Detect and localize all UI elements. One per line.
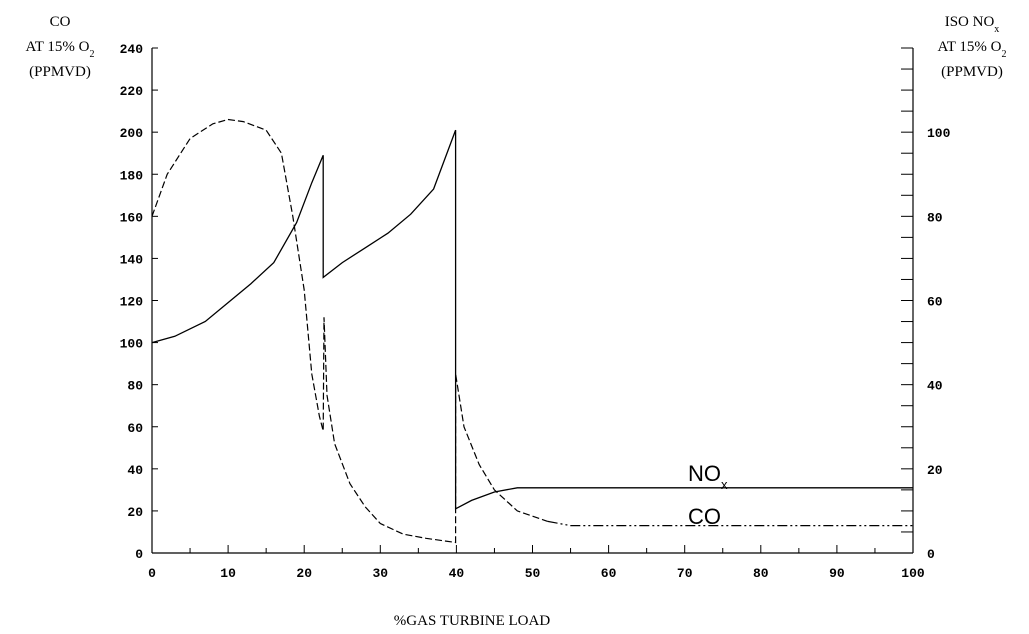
- x-tick-label: 40: [449, 566, 465, 581]
- left-axis-title-line-3: (PPMVD): [29, 64, 91, 80]
- series-layer: [151, 118, 913, 544]
- nox-series-label: NOx: [688, 461, 728, 492]
- x-tick-label: 100: [901, 566, 925, 581]
- left-tick-label: 20: [127, 505, 143, 520]
- right-tick-label: 60: [927, 295, 943, 310]
- left-axis-ticks: 0 20 40 60 80 100 120 140 160 180 200 220 240: [120, 42, 158, 562]
- right-tick-label: 0: [927, 547, 935, 562]
- co-series-line-tail: [547, 520, 913, 527]
- x-axis-title: %GAS TURBINE LOAD: [394, 613, 551, 629]
- right-axis-title-line-3: (PPMVD): [941, 64, 1003, 80]
- x-tick-label: 10: [220, 566, 236, 581]
- x-tick-label: 70: [677, 566, 693, 581]
- left-tick-label: 140: [120, 252, 144, 267]
- right-tick-label: 40: [927, 379, 943, 394]
- right-tick-label: 20: [927, 463, 943, 478]
- x-tick-label: 50: [525, 566, 541, 581]
- x-tick-label: 20: [296, 566, 312, 581]
- left-tick-label: 200: [120, 126, 144, 141]
- nox-series-line: [151, 129, 913, 510]
- left-tick-label: 80: [127, 379, 143, 394]
- right-axis-title-line-1: ISO NOx: [945, 14, 1000, 35]
- left-tick-label: 220: [120, 84, 144, 99]
- left-axis-title-line-1: CO: [50, 14, 71, 30]
- co-series-label: CO: [688, 504, 721, 529]
- left-tick-label: 0: [135, 547, 143, 562]
- left-tick-label: 60: [127, 421, 143, 436]
- x-axis-ticks: 0 10 20 30 40 50 60 70 80 90 100: [148, 545, 925, 581]
- x-tick-label: 30: [372, 566, 388, 581]
- left-tick-label: 240: [120, 42, 144, 57]
- left-axis-title-line-2: AT 15% O2: [26, 39, 95, 60]
- left-tick-label: 120: [120, 295, 144, 310]
- right-tick-label: 80: [927, 210, 943, 225]
- x-tick-label: 0: [148, 566, 156, 581]
- x-tick-label: 80: [753, 566, 769, 581]
- left-tick-label: 40: [127, 463, 143, 478]
- right-axis-title-line-2: AT 15% O2: [938, 39, 1007, 60]
- left-tick-label: 180: [120, 168, 144, 183]
- right-tick-label: 100: [927, 126, 951, 141]
- left-tick-label: 100: [120, 337, 144, 352]
- right-axis-ticks: 0 20 40 60 80 100: [901, 47, 951, 562]
- x-tick-label: 60: [601, 566, 617, 581]
- co-series-line: [151, 118, 548, 544]
- left-tick-label: 160: [120, 210, 144, 225]
- x-tick-label: 90: [829, 566, 845, 581]
